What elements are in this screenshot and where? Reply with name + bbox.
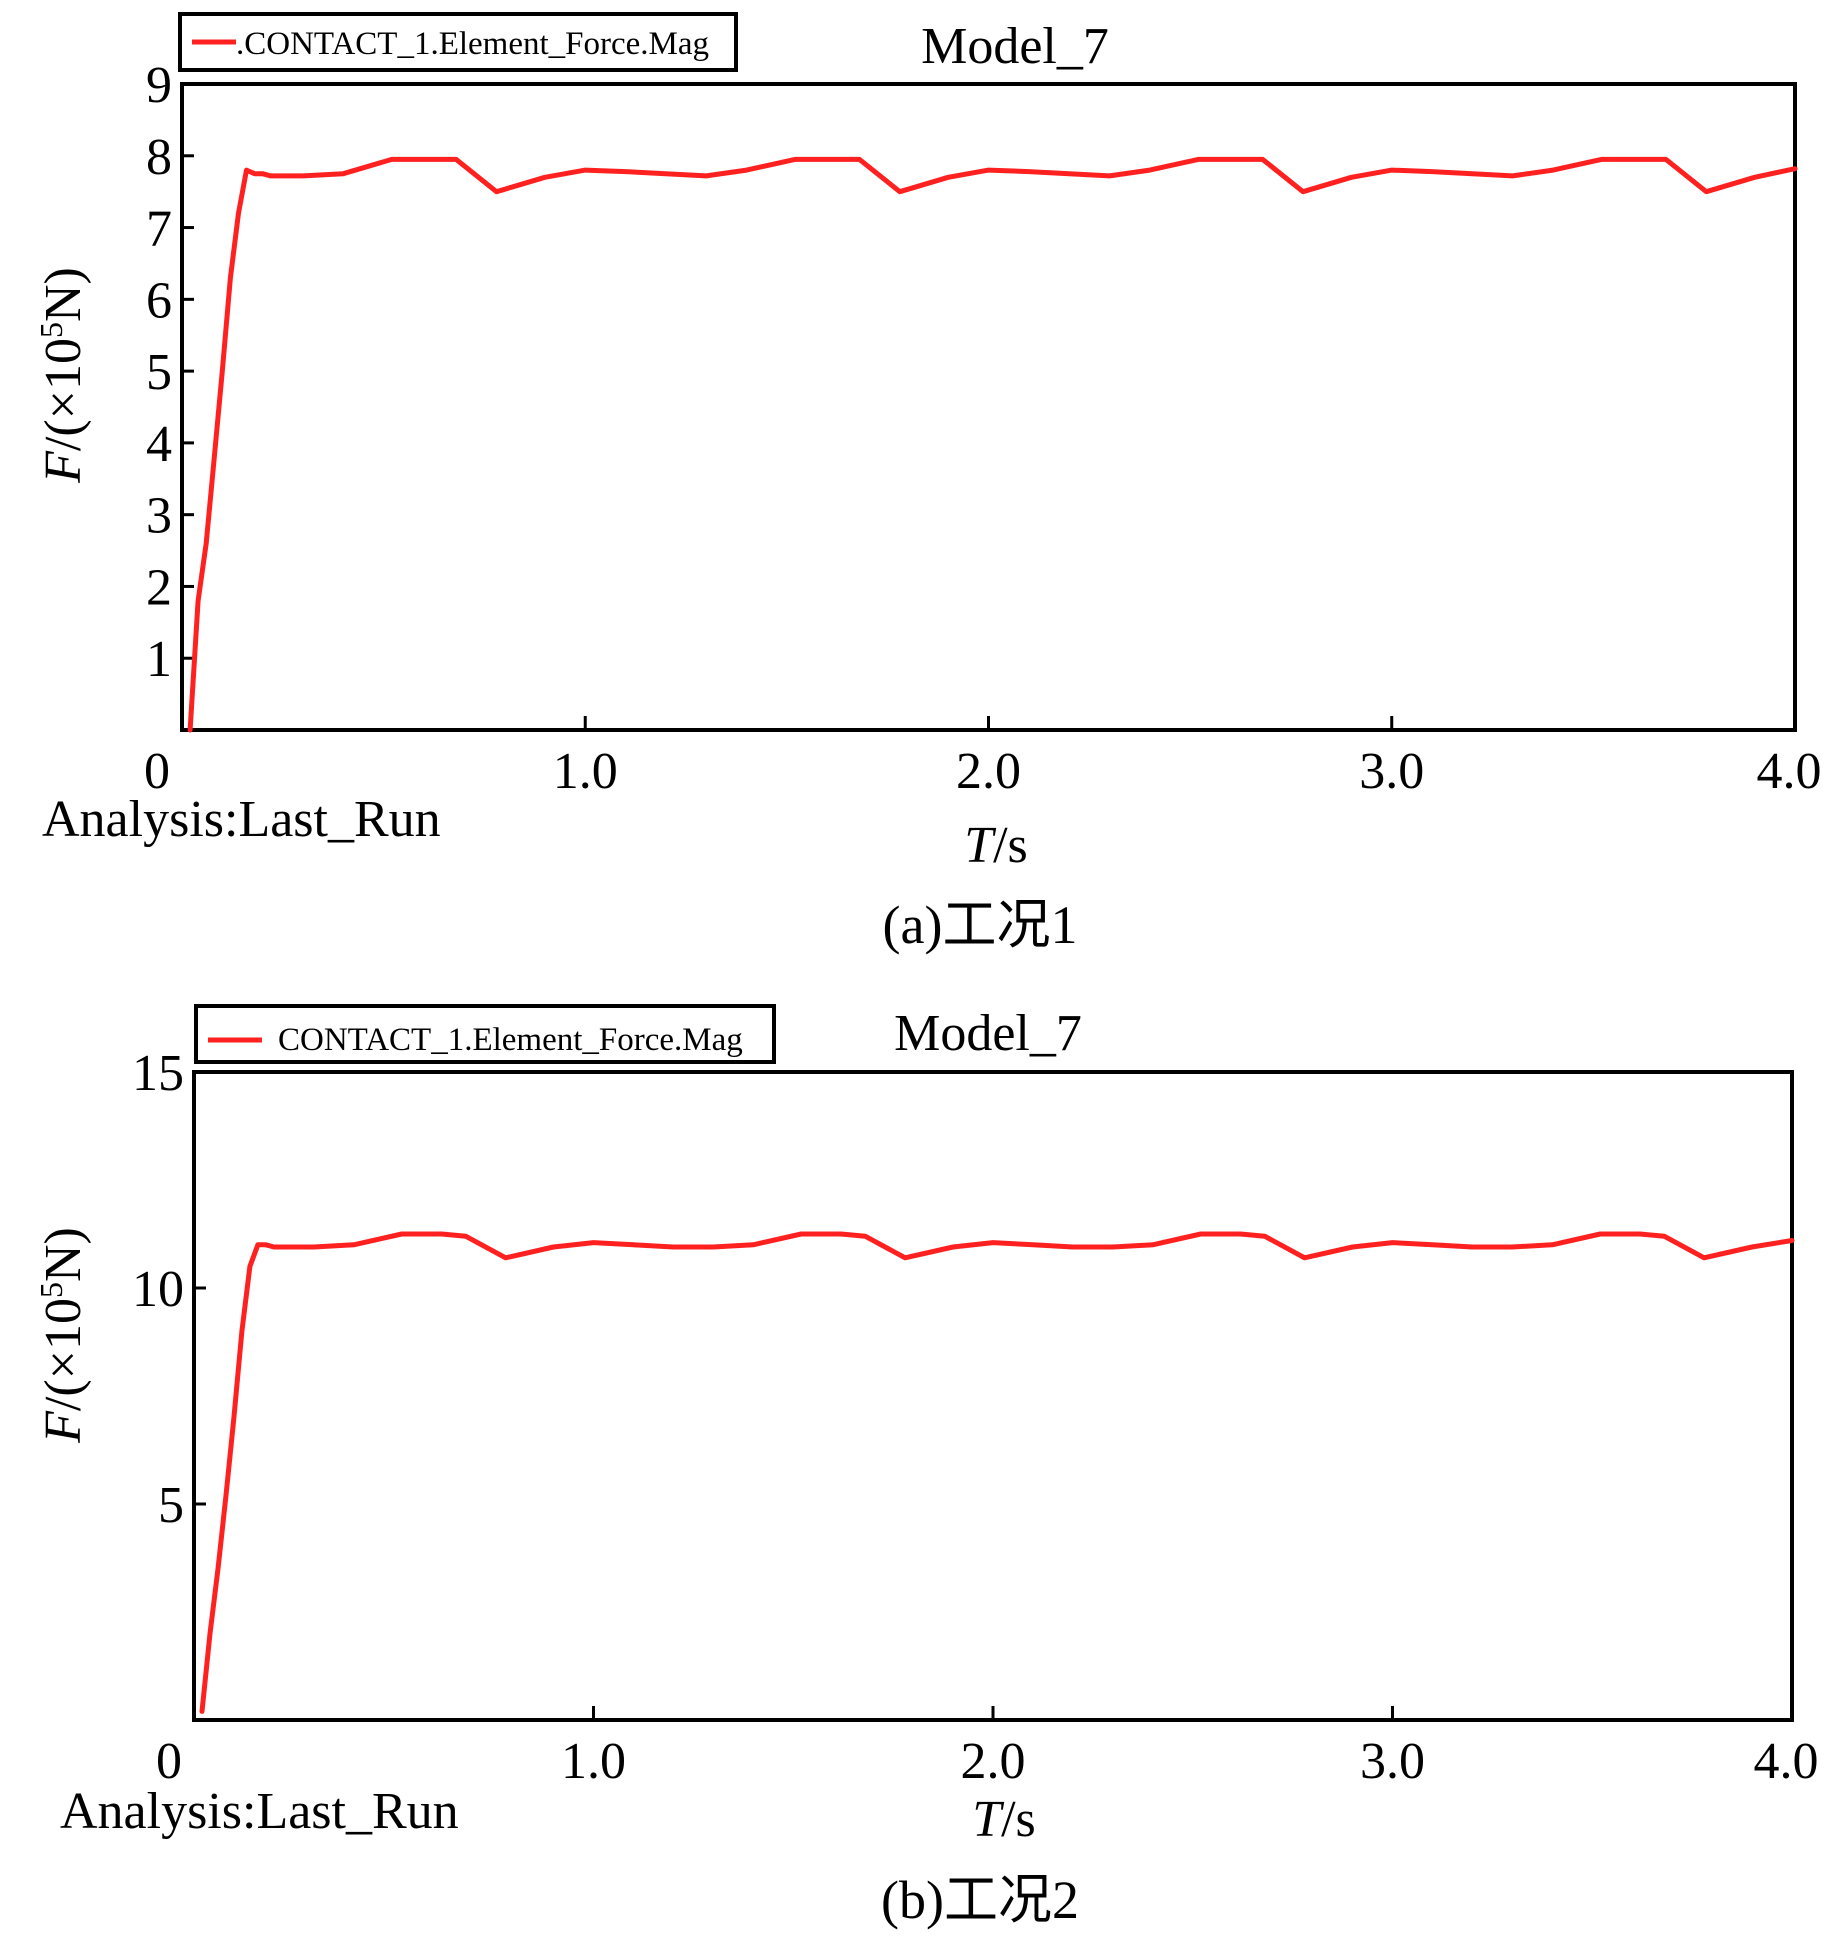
y-tick-label: 1: [146, 631, 172, 688]
chart-a-y-axis-label: F/(×105N): [33, 267, 92, 484]
x-tick-label: 3.0: [1359, 743, 1424, 800]
x-tick-label: 4.0: [1757, 743, 1822, 800]
x-tick-label: 3.0: [1360, 1733, 1425, 1790]
chart-a-series: [187, 156, 1798, 733]
chart-b-caption: (b)工况2: [881, 1870, 1079, 1930]
x-tick-label: 1.0: [561, 1733, 626, 1790]
y-tick-label: 10: [132, 1261, 184, 1318]
chart-b-y-ticks: 5 10 15: [132, 1045, 206, 1534]
chart-b: Model_7 CONTACT_1.Element_Force.Mag 0 1.0…: [33, 1004, 1819, 1930]
chart-a-legend: .CONTACT_1.Element_Force.Mag: [178, 12, 738, 72]
chart-b-x-ticks: 0 1.0 2.0 3.0 4.0: [156, 1706, 1819, 1790]
y-tick-label: 6: [146, 272, 172, 329]
chart-b-legend: CONTACT_1.Element_Force.Mag: [194, 1004, 776, 1064]
x-tick-label: 0: [156, 1733, 182, 1790]
y-tick-label: 7: [146, 201, 172, 258]
chart-a-x-ticks: 0 1.0 2.0 3.0 4.0: [144, 716, 1822, 800]
chart-a-y-ticks: 1 2 3 4 5 6 7 8 9: [146, 57, 194, 688]
x-tick-label: 2.0: [956, 743, 1021, 800]
series-line: [199, 1231, 1795, 1714]
y-tick-label: 2: [146, 559, 172, 616]
chart-a-x-axis-label: T/s: [964, 817, 1028, 874]
x-tick-label: 1.0: [553, 743, 618, 800]
chart-b-title: Model_7: [894, 1005, 1082, 1062]
chart-b-plot-frame: [192, 1070, 1794, 1722]
y-tick-label: 5: [158, 1477, 184, 1534]
chart-b-legend-box: [194, 1004, 776, 1064]
chart-b-analysis-note: Analysis:Last_Run: [60, 1783, 459, 1840]
chart-b-legend-label: CONTACT_1.Element_Force.Mag: [278, 1022, 743, 1058]
x-tick-label: 2.0: [961, 1733, 1026, 1790]
chart-b-x-axis-label: T/s: [972, 1791, 1036, 1848]
chart-a-caption: (a)工况1: [883, 895, 1078, 955]
y-tick-label: 15: [132, 1045, 184, 1102]
x-tick-label: 0: [144, 743, 170, 800]
chart-b-y-axis-label: F/(×105N): [33, 1227, 92, 1444]
series-line: [187, 156, 1798, 733]
chart-a: Model_7 .CONTACT_1.Element_Force.Mag 0 1.…: [33, 12, 1822, 955]
y-tick-label: 9: [146, 57, 172, 114]
chart-a-legend-box: [178, 12, 738, 72]
chart-a-plot-frame: [180, 82, 1797, 732]
chart-b-series: [199, 1231, 1795, 1714]
chart-a-legend-label: .CONTACT_1.Element_Force.Mag: [236, 26, 709, 62]
chart-a-analysis-note: Analysis:Last_Run: [42, 791, 441, 848]
y-tick-label: 8: [146, 129, 172, 186]
x-tick-label: 4.0: [1754, 1733, 1819, 1790]
y-tick-label: 5: [146, 344, 172, 401]
y-tick-label: 3: [146, 488, 172, 545]
chart-a-title: Model_7: [921, 18, 1109, 75]
y-tick-label: 4: [146, 416, 172, 473]
